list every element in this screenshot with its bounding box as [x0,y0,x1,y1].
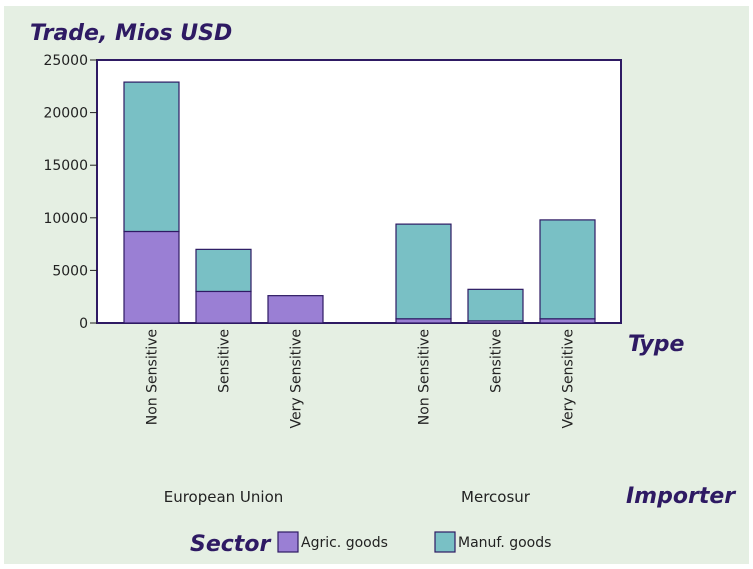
bar-segment-manuf [195,248,252,293]
importer-label: Mercosur [461,488,531,506]
x-category-label: Very Sensitive [561,329,577,428]
legend-swatch-agric [277,531,299,553]
bar-segment-manuf [539,219,596,320]
legend-title: Sector [190,532,271,557]
legend-label-manuf: Manuf. goods [458,535,551,551]
x-category-labels: Non Sensitive Sensitive Very Sensitive Non … [145,329,577,428]
y-tick-label: 0 [79,316,88,332]
y-tick-label: 20000 [43,106,88,122]
y-tick-label: 25000 [43,53,88,69]
importer-label: European Union [164,488,284,506]
bars [123,81,596,324]
y-tick-label: 10000 [43,211,88,227]
legend: Agric. goods Manuf. goods [277,531,551,553]
x-category-label: Very Sensitive [289,329,305,428]
group-axis-title: Importer [626,484,736,509]
bar-segment-agric [123,230,180,324]
x-axis-title: Type [628,332,684,357]
legend-label-agric: Agric. goods [301,535,388,551]
y-tick-label: 5000 [52,263,88,279]
bar-segment-agric [395,318,452,324]
x-category-label: Sensitive [489,329,505,393]
y-tick-label: 15000 [43,158,88,174]
bar-segment-manuf [395,223,452,320]
bar-segment-manuf [123,81,180,233]
bar-segment-agric [195,290,252,324]
x-category-label: Non Sensitive [145,329,161,425]
x-category-label: Sensitive [217,329,233,393]
chart-title: Trade, Mios USD [30,21,232,46]
bar-segment-agric [267,295,324,324]
bar-segment-agric [539,318,596,324]
x-category-label: Non Sensitive [417,329,433,425]
y-axis: 0 5000 10000 15000 20000 25000 [43,53,97,332]
bar-segment-manuf [467,288,524,322]
plot-area [96,59,622,324]
importer-labels: European Union Mercosur [164,488,531,506]
legend-swatch-manuf [434,531,456,553]
